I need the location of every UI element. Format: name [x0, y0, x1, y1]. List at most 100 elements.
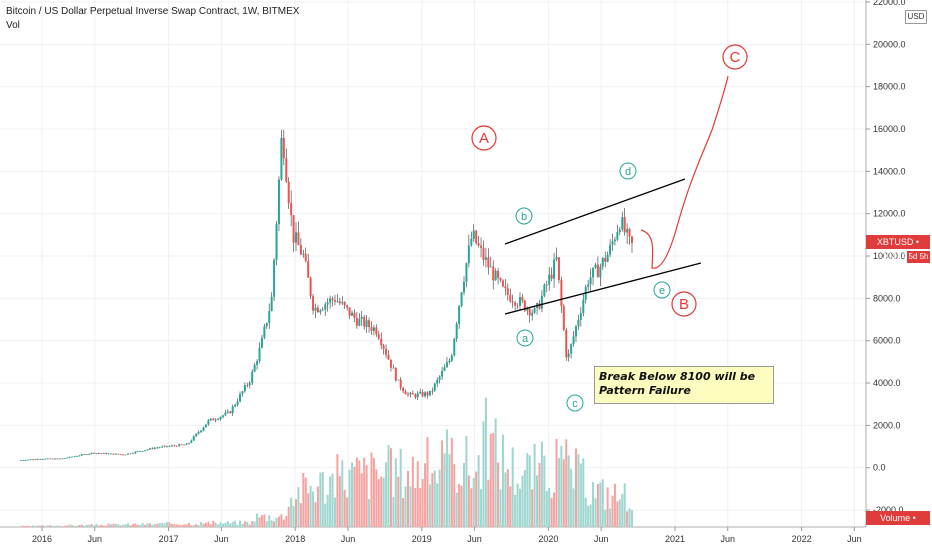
candle-body	[453, 338, 456, 356]
candle-body	[148, 448, 151, 450]
volume-bar	[548, 487, 551, 527]
volume-bar	[124, 524, 127, 527]
volume-bar	[470, 488, 473, 527]
wave-label-e: e	[653, 281, 671, 299]
candle-body	[295, 232, 298, 243]
volume-bar	[336, 454, 339, 527]
volume-bar	[321, 471, 324, 527]
svg-text:b: b	[521, 211, 527, 223]
candle-body	[567, 353, 570, 358]
volume-bar	[370, 452, 373, 527]
volume-bar	[85, 524, 88, 527]
price-tick-label: 20000.0	[873, 39, 906, 49]
candle-body	[170, 445, 173, 447]
volume-bar	[112, 523, 115, 527]
volume-bar	[273, 521, 276, 527]
candle-body	[504, 286, 507, 289]
candle-body	[358, 318, 361, 326]
candle-body	[375, 327, 378, 335]
candle-body	[53, 458, 56, 460]
candle-body	[187, 442, 190, 444]
candle-body	[58, 458, 61, 460]
candle-body	[372, 327, 375, 331]
candle-body	[251, 371, 254, 383]
candle-body	[88, 453, 91, 455]
volume-bar	[319, 472, 322, 527]
time-tick-label: Jun	[847, 534, 862, 544]
volume-bar	[312, 491, 315, 527]
candle-body	[122, 454, 125, 456]
volume-bar	[41, 525, 44, 527]
volume-bar	[343, 489, 346, 527]
candle-body	[253, 364, 256, 372]
volume-bar	[190, 525, 193, 527]
candle-body	[161, 446, 164, 448]
candle-body	[239, 394, 242, 402]
volume-bar	[467, 475, 470, 527]
volume-bar	[587, 505, 590, 527]
candle-body	[100, 453, 103, 455]
upper-trendline[interactable]	[504, 178, 686, 245]
candle-body	[562, 306, 565, 330]
volume-bar	[268, 515, 271, 527]
annotation-note[interactable]: Break Below 8100 will be Pattern Failure	[594, 366, 774, 404]
volume-bar	[290, 497, 293, 527]
candle-body	[475, 230, 478, 244]
candle-body	[49, 458, 52, 460]
candle-body	[219, 416, 222, 420]
candle-body	[190, 440, 193, 443]
volume-bar	[372, 458, 375, 527]
volume-bar	[122, 524, 125, 527]
volume-bar	[246, 521, 249, 527]
volume-bar	[582, 458, 585, 527]
volume-bar	[158, 523, 161, 527]
candle-body	[297, 232, 300, 246]
candle-body	[78, 455, 81, 457]
candle-body	[119, 454, 122, 456]
candle-body	[105, 453, 108, 455]
volume-bar	[134, 523, 137, 527]
volume-bar	[34, 526, 37, 527]
candle-body	[324, 304, 327, 310]
candle-body	[516, 305, 519, 307]
currency-badge[interactable]: USD	[905, 10, 927, 24]
volume-bar	[477, 455, 480, 527]
volume-bar	[277, 516, 280, 527]
projection-path[interactable]	[640, 75, 729, 269]
candle-body	[139, 451, 142, 453]
candle-body	[343, 302, 346, 306]
candle-body	[611, 241, 614, 245]
candle-body	[572, 336, 575, 345]
wave-label-B: B	[671, 291, 697, 317]
candle-body	[448, 360, 451, 363]
volume-bar	[613, 483, 616, 527]
candle-body	[397, 379, 400, 381]
volume-bar	[212, 520, 215, 527]
volume-bar	[161, 522, 164, 527]
volume-bar	[314, 502, 317, 527]
candle-body	[204, 424, 207, 428]
volume-label: Vol	[6, 20, 20, 31]
candle-body	[200, 430, 203, 433]
volume-bar	[453, 464, 456, 527]
volume-bar	[475, 471, 478, 527]
volume-bar	[302, 472, 305, 527]
volume-bars	[19, 397, 633, 527]
lower-trendline[interactable]	[504, 262, 702, 315]
candle-body	[312, 296, 315, 311]
volume-bar	[526, 453, 529, 527]
price-tick-label: 18000.0	[873, 82, 906, 92]
volume-bar	[448, 454, 451, 527]
candle-body	[565, 329, 568, 358]
volume-bar	[299, 503, 302, 527]
volume-bar	[256, 513, 259, 527]
candle-body	[582, 299, 585, 314]
candle-body	[109, 453, 112, 455]
candle-body	[385, 348, 388, 355]
candle-body	[482, 247, 485, 260]
candle-body	[506, 288, 509, 295]
volume-bar	[234, 520, 237, 527]
time-tick-label: 2021	[665, 534, 685, 544]
candle-body	[246, 384, 249, 386]
